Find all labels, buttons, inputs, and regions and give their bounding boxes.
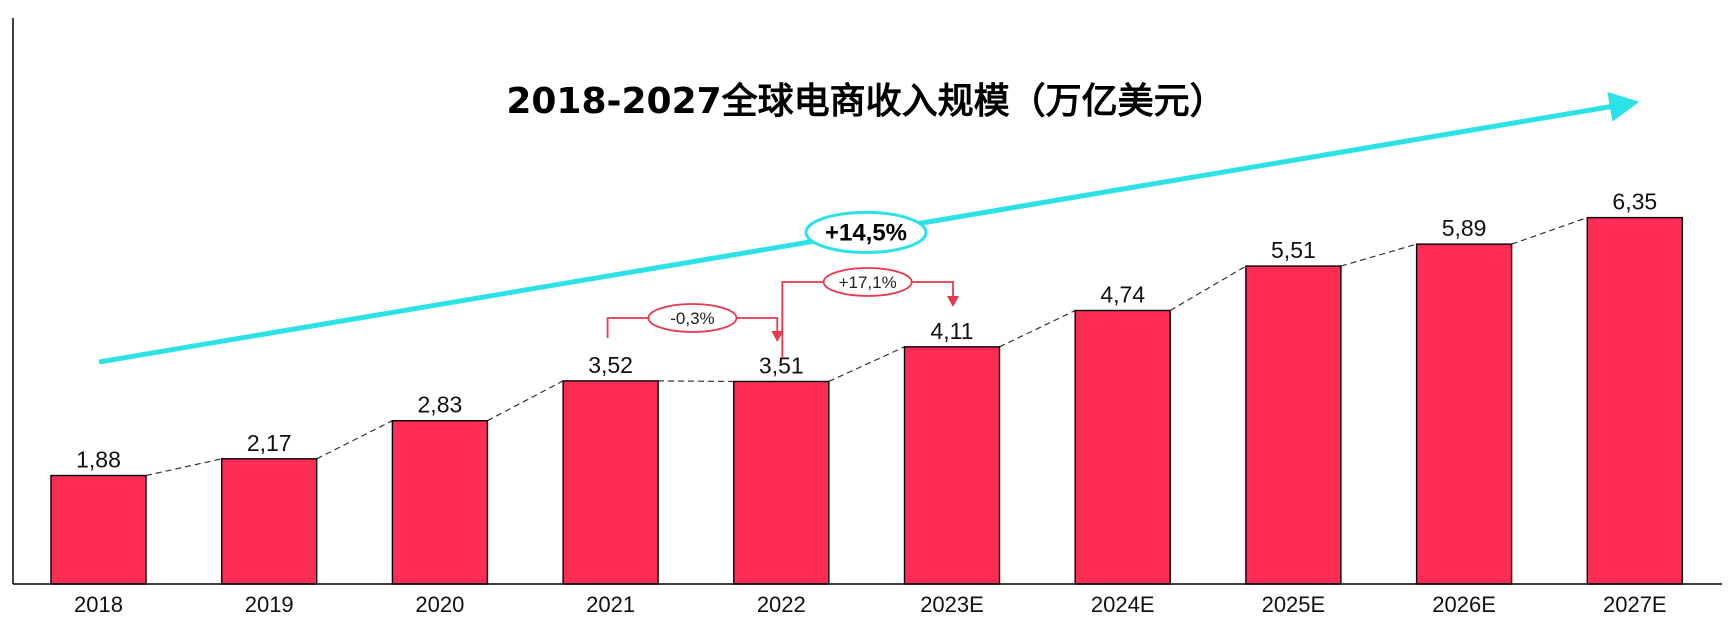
yoy-2022-2023E-arrowhead [947, 296, 959, 307]
value-label-2020: 2,83 [418, 392, 463, 418]
category-label-2020: 2020 [415, 592, 464, 617]
bar-2023E [903, 346, 1001, 585]
yoy-2022-2023E-label: +17,1% [839, 273, 897, 292]
bar-2018 [50, 474, 147, 585]
value-label-2025E: 5,51 [1271, 237, 1316, 263]
cagr-label: +14,5% [825, 219, 907, 246]
bar-2026E [1415, 243, 1513, 585]
connector-line-2025E-2026E [1340, 243, 1417, 267]
connector-line-2019-2020 [316, 420, 393, 460]
connector-line-2026E-2027E [1511, 217, 1588, 245]
yoy-2021-2022-arrowhead [771, 331, 784, 342]
value-label-2019: 2,17 [247, 430, 292, 456]
bar-2020 [391, 420, 489, 585]
bar-2027E [1586, 216, 1684, 585]
category-label-2023E: 2023E [920, 592, 984, 617]
bar-2022 [733, 380, 830, 585]
chart-title: 2018-2027全球电商收入规模（万亿美元） [506, 80, 1225, 122]
connector-line-2018-2019 [145, 458, 222, 477]
category-label-2021: 2021 [586, 592, 635, 617]
value-label-2024E: 4,74 [1100, 282, 1145, 308]
category-label-2024E: 2024E [1091, 592, 1155, 617]
category-label-2018: 2018 [74, 592, 123, 617]
connector-line-2023E-2024E [999, 309, 1076, 348]
category-label-2026E: 2026E [1432, 592, 1496, 617]
trend-layer: +14,5% [98, 91, 1640, 365]
value-label-2022: 3,51 [759, 352, 804, 378]
value-label-2021: 3,52 [588, 352, 633, 378]
bar-2025E [1245, 265, 1342, 585]
yoy-2021-2022-label: -0,3% [670, 309, 714, 328]
connector-line-2024E-2025E [1169, 265, 1247, 312]
value-label-2023E: 4,11 [930, 318, 973, 344]
yoy-2022-2023E-badge [822, 267, 913, 297]
category-label-2019: 2019 [245, 592, 294, 617]
category-label-2027E: 2027E [1603, 592, 1667, 617]
annotation-layer: -0,3% +17,1% [606, 267, 959, 358]
value-label-2018: 1,88 [76, 447, 121, 473]
category-label-2025E: 2025E [1262, 592, 1326, 617]
connector-line-2020-2021 [487, 380, 564, 422]
connector-line-2021-2022 [658, 380, 734, 383]
bar-2021 [562, 380, 659, 585]
bar-2024E [1074, 309, 1171, 585]
bar-2019 [220, 458, 318, 585]
category-label-2022: 2022 [757, 592, 806, 617]
connector-line-2022-2023E [828, 346, 905, 383]
bar-layer: 1,88 2018 2,17 2019 2,83 2020 3,52 2021 3,51 2022… [50, 189, 1684, 617]
cagr-badge [804, 210, 928, 254]
yoy-2021-2022-badge [647, 303, 738, 333]
value-label-2026E: 5,89 [1442, 215, 1487, 241]
value-label-2027E: 6,35 [1612, 189, 1657, 215]
connector-layer [145, 217, 1588, 477]
